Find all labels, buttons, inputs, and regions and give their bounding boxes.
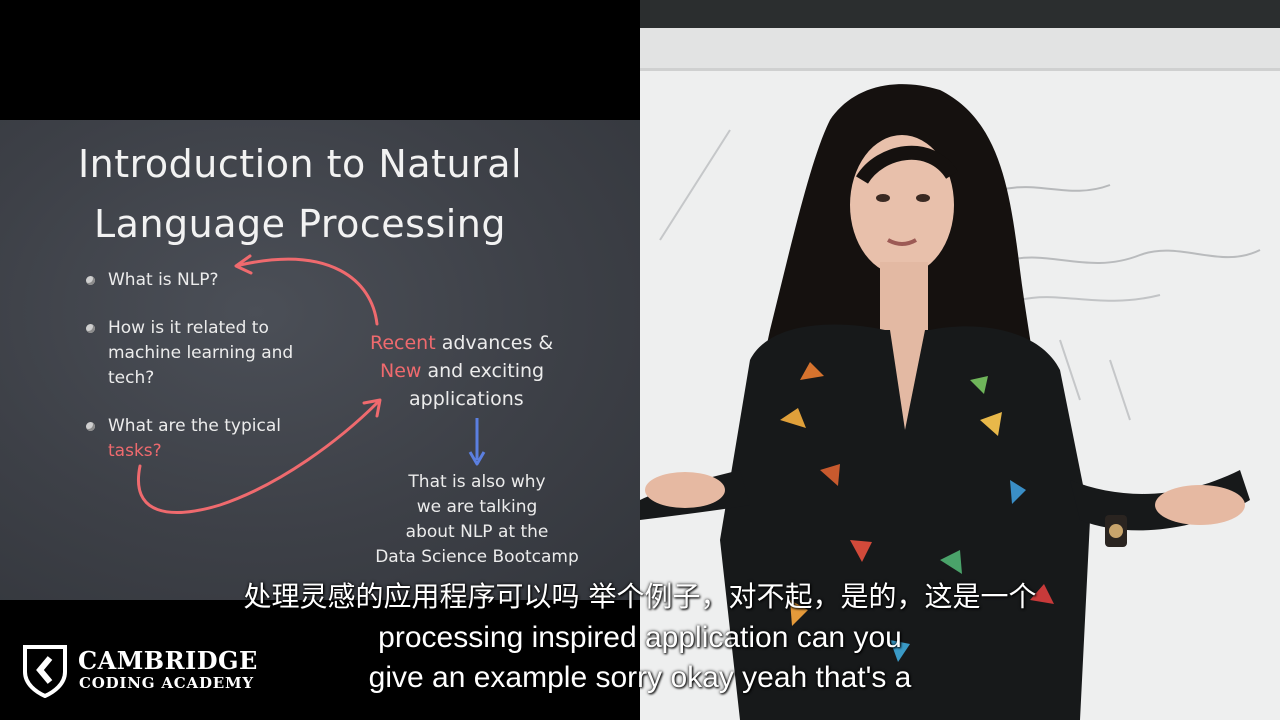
center-text-line3: applications bbox=[409, 388, 524, 410]
center-text-rest: advances & bbox=[435, 332, 554, 354]
speaker-video-frame bbox=[640, 0, 1280, 720]
slide-title-line2: Language Processing bbox=[93, 202, 507, 246]
bullet-text: tech? bbox=[108, 368, 155, 388]
subtitles: 处理灵感的应用程序可以吗 举个例子，对不起，是的，这是一个 processing… bbox=[0, 576, 1280, 698]
logo-line2: CODING ACADEMY bbox=[79, 674, 254, 692]
bullet-text: machine learning and bbox=[108, 343, 294, 363]
red-curve-arrow-top bbox=[238, 257, 379, 326]
red-curve-arrow-bottom bbox=[137, 400, 380, 514]
bullet-text: What is NLP? bbox=[108, 270, 219, 290]
slide-title-line1: Introduction to Natural bbox=[77, 142, 523, 186]
red-arrowhead-top-icon bbox=[234, 254, 253, 275]
bootcamp-note: That is also why we are talking about NL… bbox=[352, 470, 602, 570]
cambridge-logo: CAMBRIDGE CODING ACADEMY bbox=[22, 644, 262, 700]
bullet-text-red: tasks? bbox=[108, 441, 162, 461]
bootcamp-note-line: That is also why bbox=[408, 472, 546, 492]
slide-arrows bbox=[137, 254, 486, 514]
speaker-photo bbox=[640, 0, 1280, 720]
bullet-dot-icon bbox=[86, 324, 95, 333]
bootcamp-note-line: Data Science Bootcamp bbox=[375, 547, 579, 567]
center-text-line2: New and exciting bbox=[380, 357, 544, 385]
bullet-text: How is it related to bbox=[108, 318, 269, 338]
shield-chevron-icon bbox=[23, 645, 67, 698]
bootcamp-note-line: about NLP at the bbox=[405, 522, 549, 542]
bullet-dot-icon bbox=[86, 276, 95, 285]
subtitle-english-line2: give an example sorry okay yeah that's a bbox=[368, 661, 912, 694]
subtitle-english-line1: processing inspired application can you bbox=[378, 621, 902, 654]
new-label: New bbox=[380, 360, 422, 382]
blouse-pattern bbox=[780, 362, 1054, 662]
blue-arrowhead-icon bbox=[468, 451, 486, 466]
bootcamp-note-line: we are talking bbox=[416, 497, 538, 517]
presentation-slide: Introduction to Natural Language Process… bbox=[0, 120, 640, 600]
subtitle-chinese: 处理灵感的应用程序可以吗 举个例子，对不起，是的，这是一个 bbox=[243, 580, 1037, 613]
recent-label: Recent bbox=[370, 332, 436, 354]
center-text-line1: Recent advances & bbox=[370, 329, 553, 357]
center-text-rest: and exciting bbox=[421, 360, 545, 382]
bullet-text: What are the typical bbox=[108, 416, 281, 436]
logo-line1: CAMBRIDGE bbox=[78, 646, 258, 675]
bullet-dot-icon bbox=[86, 422, 95, 431]
red-arrowhead-bottom-icon bbox=[362, 398, 382, 418]
